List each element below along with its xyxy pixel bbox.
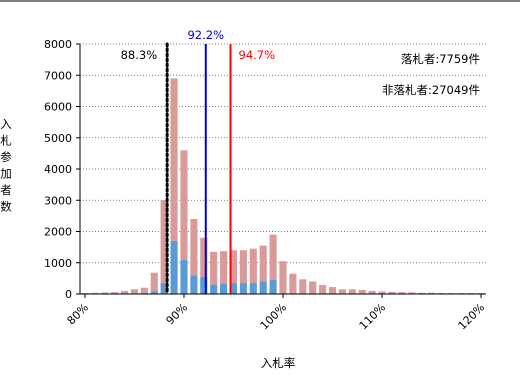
bar-winner xyxy=(229,283,238,294)
bar-winner xyxy=(180,259,188,294)
bar-non-winner xyxy=(150,272,158,292)
vline-layer: 88.3% 92.2% 94.7% xyxy=(121,28,276,296)
winners-count-label: 落札者:7759件 xyxy=(401,52,480,66)
bar-non-winner xyxy=(91,292,99,294)
y-tick-label: 2000 xyxy=(44,226,72,239)
bar-winner xyxy=(210,284,218,294)
bar-non-winner xyxy=(319,284,327,294)
x-tick-label: 110% xyxy=(357,301,388,332)
x-tick-label: 80% xyxy=(65,301,91,327)
bar-non-winner xyxy=(289,273,297,294)
bar-non-winner xyxy=(130,289,139,294)
y-tick-label: 6000 xyxy=(44,101,72,114)
bar-non-winner xyxy=(338,289,346,294)
x-tick-label: 120% xyxy=(456,301,487,332)
bar-non-winner xyxy=(120,290,129,294)
vline-label: 94.7% xyxy=(239,48,276,62)
bar-winner xyxy=(249,283,257,294)
bar-winner xyxy=(190,275,198,294)
x-tick-label: 90% xyxy=(164,301,190,327)
bar-non-winner xyxy=(220,251,228,284)
y-tick-label: 7000 xyxy=(44,69,72,82)
bar-non-winner xyxy=(398,292,406,294)
bar-layer xyxy=(81,78,485,294)
y-axis-title-char: 加 xyxy=(0,166,12,180)
y-tick-label: 8000 xyxy=(44,38,72,51)
y-tick-label: 4000 xyxy=(44,163,72,176)
bar-non-winner xyxy=(269,234,277,280)
bar-winner xyxy=(259,281,267,294)
bar-non-winner xyxy=(328,287,337,294)
bar-non-winner xyxy=(229,250,238,284)
vline-label: 92.2% xyxy=(187,28,224,42)
x-axis-title: 入札率 xyxy=(261,356,296,370)
bar-non-winner xyxy=(210,251,218,285)
bar-non-winner xyxy=(418,292,426,294)
non-winners-count-label: 非落札者:27049件 xyxy=(382,83,480,97)
bar-non-winner xyxy=(160,200,168,284)
bar-non-winner xyxy=(170,78,178,241)
bar-non-winner xyxy=(200,237,208,277)
y-tick-label: 0 xyxy=(65,288,72,301)
bar-non-winner xyxy=(180,150,188,260)
bar-winner xyxy=(170,240,178,294)
x-tick-label: 100% xyxy=(258,301,289,332)
bar-winner xyxy=(140,292,148,294)
bar-non-winner xyxy=(358,289,366,294)
bar-winner xyxy=(239,283,247,294)
bar-non-winner xyxy=(348,289,356,294)
y-tick-label: 3000 xyxy=(44,194,72,207)
bar-non-winner xyxy=(368,290,376,294)
bar-non-winner xyxy=(279,261,287,294)
bar-winner xyxy=(269,279,277,294)
grid-layer xyxy=(80,43,486,264)
y-axis-title-char: 参 xyxy=(0,150,12,164)
bar-non-winner xyxy=(408,292,416,294)
bar-non-winner xyxy=(427,292,436,294)
bar-winner xyxy=(150,291,158,294)
bar-non-winner xyxy=(101,292,109,294)
y-tick-label: 5000 xyxy=(44,132,72,145)
bar-non-winner xyxy=(140,287,148,293)
bar-non-winner xyxy=(239,250,247,284)
bar-non-winner xyxy=(249,248,257,284)
y-axis-title-char: 者 xyxy=(0,183,12,197)
y-tick-label: 1000 xyxy=(44,257,72,270)
bar-non-winner xyxy=(309,281,317,294)
y-axis-title-char: 札 xyxy=(0,133,12,147)
y-axis-title-char: 入 xyxy=(0,117,12,131)
bar-non-winner xyxy=(111,292,119,294)
vline-label: 88.3% xyxy=(121,48,158,62)
bar-non-winner xyxy=(388,291,396,294)
bar-winner xyxy=(200,276,208,294)
bar-non-winner xyxy=(299,279,307,294)
bar-winner xyxy=(160,283,168,294)
bar-non-winner xyxy=(190,219,198,276)
bar-non-winner xyxy=(259,245,267,282)
bar-non-winner xyxy=(378,291,386,294)
bar-winner xyxy=(220,284,228,294)
y-axis-title-char: 数 xyxy=(0,199,12,213)
